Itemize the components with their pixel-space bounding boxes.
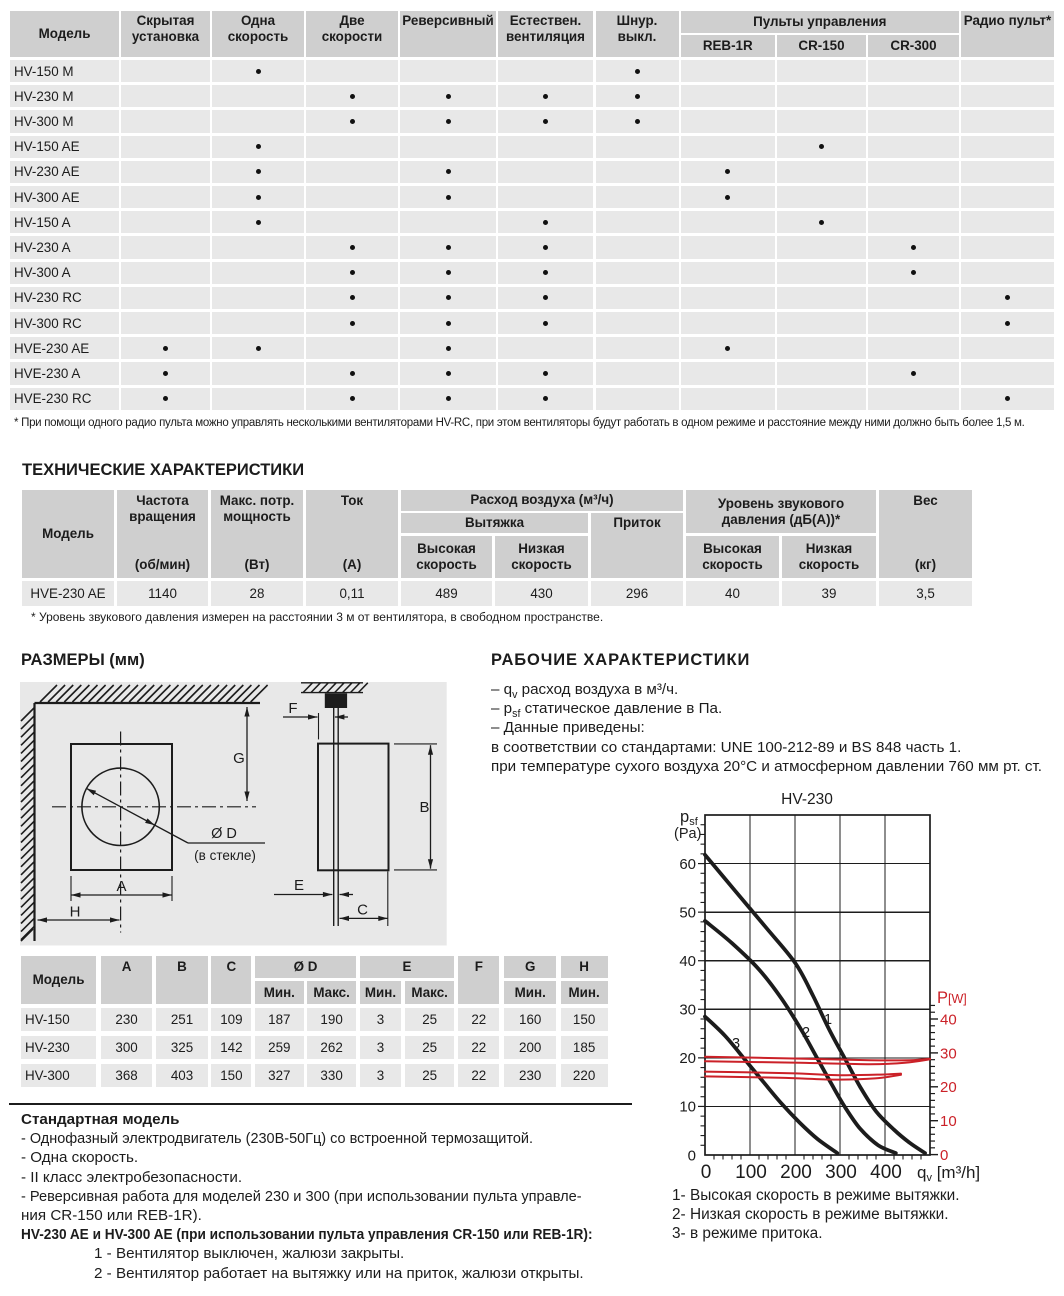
svg-text:20: 20 [679,1050,696,1067]
svg-text:H: H [70,904,81,921]
svg-text:(Pa): (Pa) [674,826,701,842]
svg-text:A: A [116,878,126,895]
svg-text:psf: psf [680,808,699,828]
svg-text:0: 0 [688,1147,696,1164]
svg-text:100: 100 [735,1162,767,1183]
svg-text:40: 40 [679,953,696,970]
svg-text:20: 20 [940,1079,957,1096]
svg-text:10: 10 [940,1113,957,1130]
svg-text:F: F [288,700,297,717]
svg-text:40: 40 [940,1011,957,1028]
svg-text:qv [m³/h]: qv [m³/h] [917,1163,980,1184]
svg-text:0: 0 [940,1147,948,1164]
svg-text:B: B [419,799,429,816]
svg-text:Ø D: Ø D [211,826,237,842]
svg-text:50: 50 [679,904,696,921]
svg-text:2: 2 [802,1025,810,1041]
svg-text:0: 0 [701,1162,712,1183]
svg-text:(в стекле): (в стекле) [194,848,256,863]
svg-text:G: G [233,750,245,767]
svg-text:HV-230: HV-230 [781,791,833,808]
svg-text:60: 60 [679,856,696,873]
svg-text:3: 3 [732,1036,740,1052]
svg-text:10: 10 [679,1099,696,1116]
svg-text:30: 30 [679,1002,696,1019]
svg-text:400: 400 [870,1162,902,1183]
svg-text:P[W]: P[W] [937,989,967,1007]
svg-text:30: 30 [940,1045,957,1062]
svg-text:C: C [357,902,368,919]
svg-text:E: E [294,877,304,894]
svg-text:300: 300 [825,1162,857,1183]
svg-text:1: 1 [824,1012,832,1028]
svg-text:200: 200 [780,1162,812,1183]
